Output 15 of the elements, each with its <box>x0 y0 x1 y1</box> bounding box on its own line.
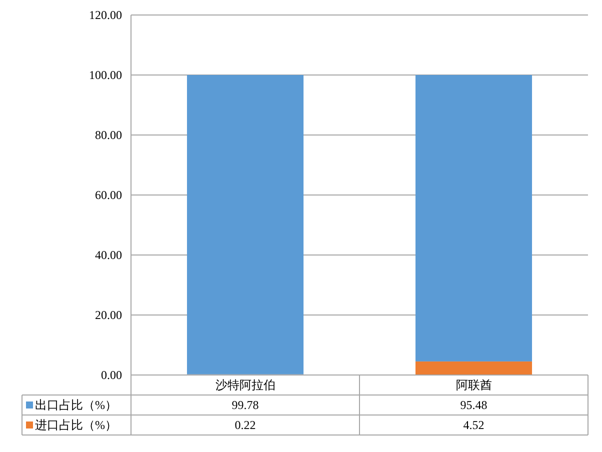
y-tick-label: 100.00 <box>89 68 122 82</box>
legend-label: 出口占比（%） <box>35 398 117 412</box>
y-tick-label: 80.00 <box>95 128 122 142</box>
legend-label: 进口占比（%） <box>35 418 117 432</box>
data-label: 95.48 <box>460 398 488 412</box>
y-tick-label: 120.00 <box>89 8 122 22</box>
y-tick-label: 60.00 <box>95 188 122 202</box>
data-label: 0.22 <box>234 418 256 432</box>
y-tick-label: 40.00 <box>95 248 122 262</box>
data-label: 99.78 <box>232 398 259 412</box>
y-tick-label: 0.00 <box>101 368 122 382</box>
x-tick-label: 沙特阿拉伯 <box>215 378 276 392</box>
y-tick-label: 20.00 <box>95 308 122 322</box>
x-tick-label: 阿联酋 <box>456 378 492 392</box>
data-label: 4.52 <box>463 418 484 432</box>
